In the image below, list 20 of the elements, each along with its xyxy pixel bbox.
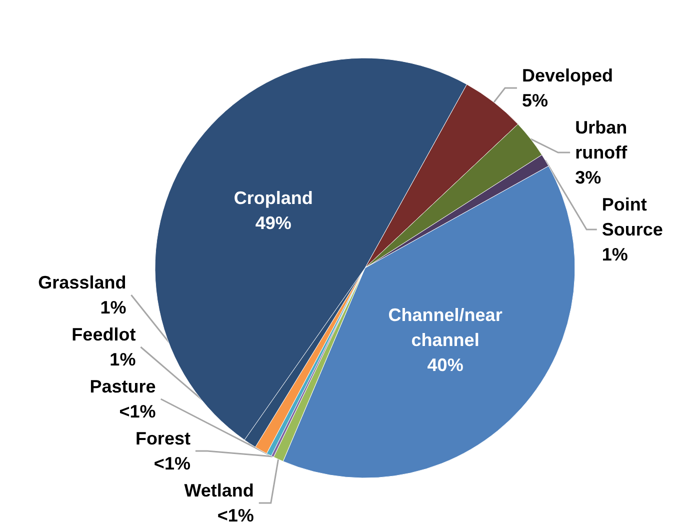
slice-label: Grassland bbox=[38, 272, 126, 292]
data-label: 3% bbox=[575, 168, 602, 188]
slice-label: Pasture bbox=[90, 376, 156, 396]
slice-label: Point Source bbox=[602, 194, 663, 240]
data-label: <1% bbox=[154, 454, 190, 474]
slice-label: Channel/near channel bbox=[388, 305, 502, 350]
slice-label: Feedlot bbox=[72, 324, 136, 344]
data-label: 1% bbox=[110, 350, 136, 370]
data-label: 49% bbox=[255, 213, 292, 234]
slice-label: Cropland bbox=[234, 188, 313, 208]
slice-label: Wetland bbox=[184, 480, 254, 500]
data-label: 1% bbox=[602, 244, 628, 265]
data-label: 40% bbox=[427, 355, 464, 376]
slice-label: Developed bbox=[522, 66, 614, 86]
data-label: 5% bbox=[522, 90, 548, 111]
slice-label: Forest bbox=[135, 428, 190, 448]
slice-label: Urban runoff bbox=[575, 118, 628, 163]
data-label: <1% bbox=[119, 402, 156, 422]
data-label: <1% bbox=[217, 506, 254, 526]
data-label: 1% bbox=[100, 298, 126, 318]
